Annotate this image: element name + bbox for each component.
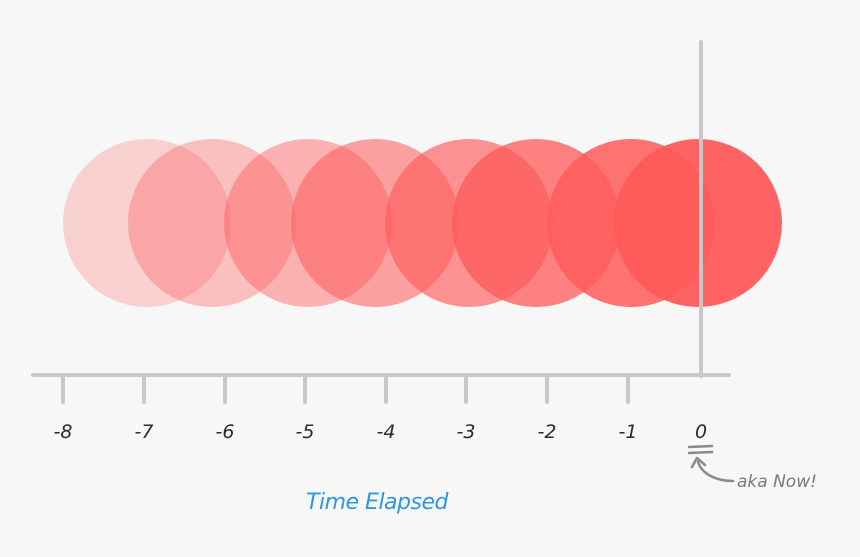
zero-underline-mark (687, 444, 714, 455)
tick-label: -4 (377, 421, 396, 443)
now-annotation: aka Now! (737, 472, 817, 492)
position-circle (614, 139, 782, 307)
axis-ticks: -8 -7 -6 -5 -4 -3 -2 -1 0 (54, 373, 707, 443)
tick-label: -8 (54, 421, 73, 443)
tick-label: -2 (538, 421, 557, 443)
tick-label: -1 (619, 421, 638, 443)
tick-label: 0 (695, 421, 707, 443)
curved-arrow-icon (690, 456, 735, 483)
tick-label: -3 (457, 421, 476, 443)
tick-label: -6 (216, 421, 235, 443)
circle-series (63, 139, 782, 307)
tick-label: -5 (296, 421, 315, 443)
position-circle (63, 139, 231, 307)
position-circle (128, 139, 296, 307)
x-axis-label: Time Elapsed (306, 490, 449, 515)
tick-label: -7 (135, 421, 154, 443)
